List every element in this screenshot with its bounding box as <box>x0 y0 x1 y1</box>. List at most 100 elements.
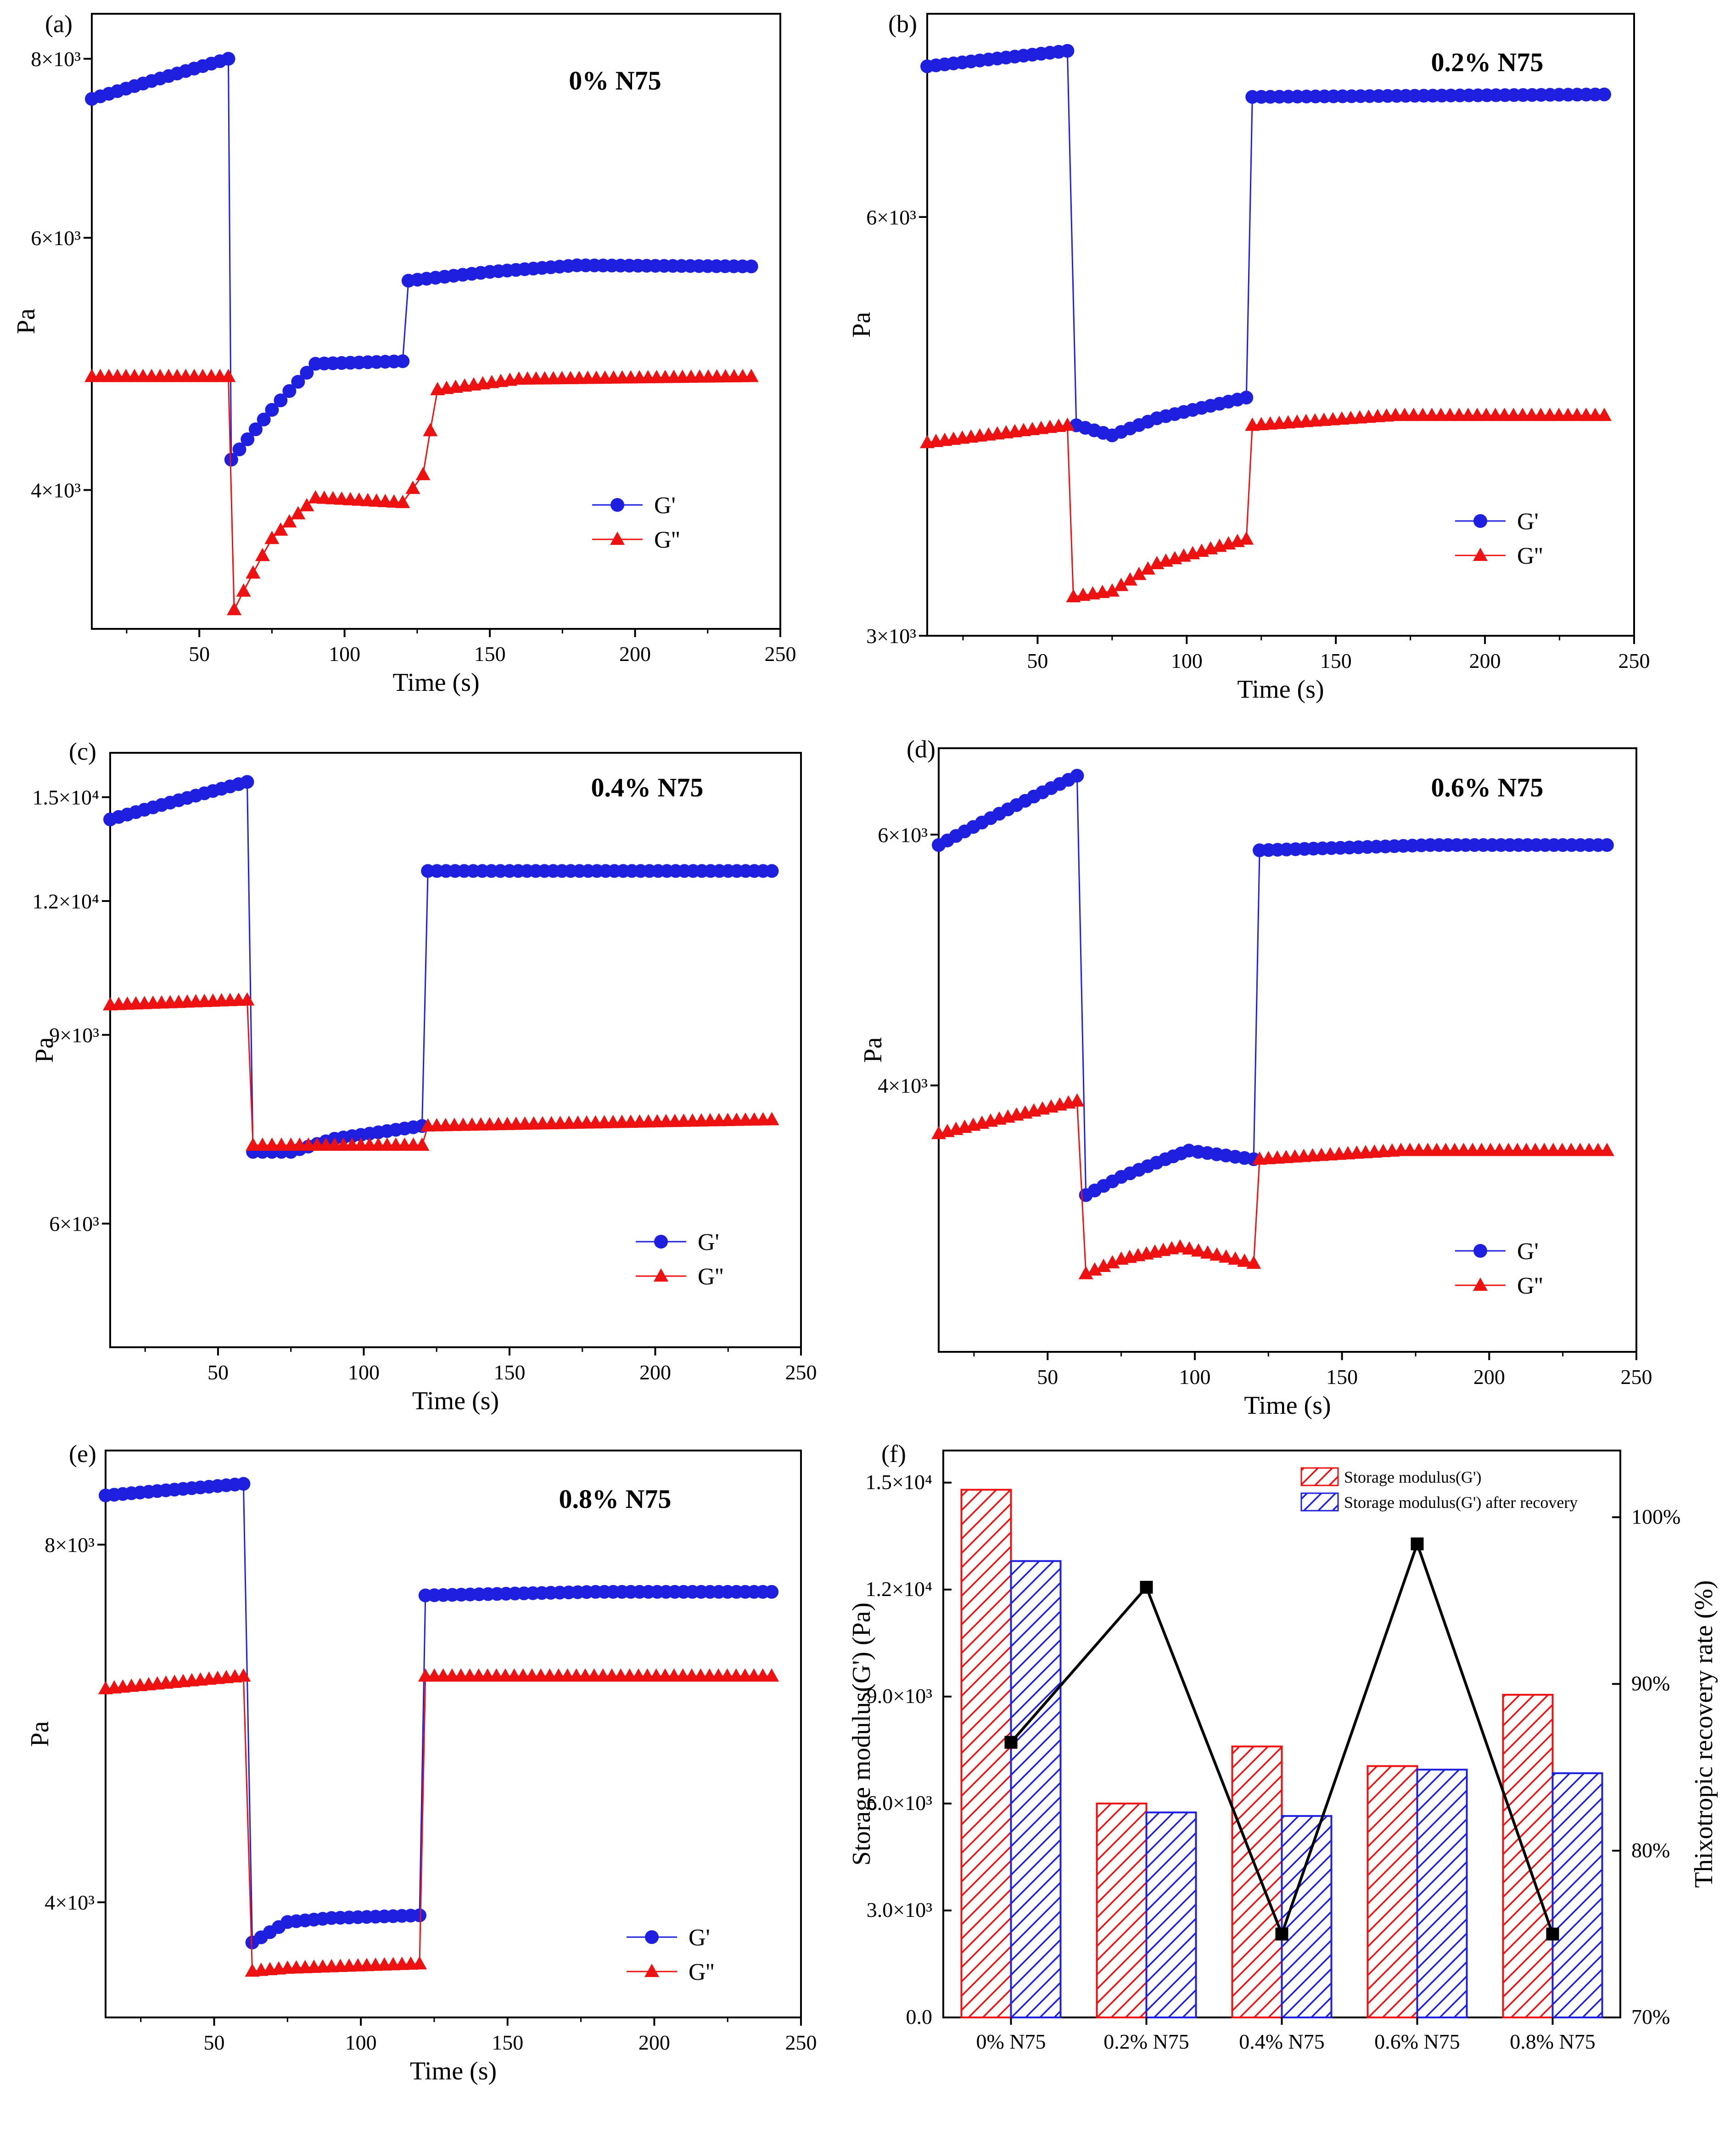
data-point <box>1131 566 1147 580</box>
series-g-double-prime <box>84 369 759 616</box>
series-g-double-prime <box>920 408 1612 603</box>
panel-label: (e) <box>69 1440 96 1468</box>
data-point <box>1060 44 1075 58</box>
panel-b: (b) 0.2% N75 50 100 150 200 250 Time (s) 3×10³ 6×… <box>847 10 1650 704</box>
x-tick-label: 200 <box>638 2031 670 2054</box>
panel-c: (c) 0.4% N75 50 100 150 200 250 Time (s) 6×10³ 9×… <box>30 738 817 1415</box>
plot-frame <box>105 1450 802 2018</box>
data-point <box>405 481 420 494</box>
legend-marker <box>610 532 625 545</box>
data-point <box>412 1956 427 1970</box>
y-axis-label: Pa <box>26 1721 54 1747</box>
series-line <box>927 50 1605 437</box>
panel-e: (e) 0.8% N75 50 100 150 200 250 Time (s) 4×10³ 8×… <box>26 1440 817 2085</box>
legend-marker <box>644 1964 659 1977</box>
legend-marker <box>1473 514 1487 528</box>
legend: G' G'' <box>627 1925 714 1985</box>
x-tick-label: 50 <box>207 1361 229 1384</box>
recovery-rate-point <box>1275 1927 1288 1941</box>
data-point <box>412 1908 426 1922</box>
y-tick-label: 6×10³ <box>31 226 81 250</box>
data-point <box>221 52 235 66</box>
data-point <box>1219 1249 1234 1263</box>
data-point <box>1114 577 1129 591</box>
x-tick-label: 150 <box>474 642 506 666</box>
panel-title: 0.2% N75 <box>1431 47 1544 77</box>
data-point <box>255 1137 270 1151</box>
recovery-rate-point <box>1140 1580 1153 1594</box>
y-axis-label: Pa <box>859 1037 887 1063</box>
x-tick-label: 200 <box>1469 649 1501 672</box>
data-point <box>1105 1255 1120 1269</box>
data-point <box>1191 1243 1206 1257</box>
data-point <box>764 1668 779 1682</box>
data-point <box>241 432 255 446</box>
x-axis-label: Time (s) <box>412 1387 499 1415</box>
data-point <box>265 403 279 417</box>
x-tick-label: 0.8% N75 <box>1510 2030 1596 2053</box>
y-tick-label: 3×10³ <box>866 624 916 648</box>
panel-title: 0.6% N75 <box>1431 773 1544 802</box>
x-axis-label: Time (s) <box>1237 675 1324 704</box>
legend: Storage modulus(G') Storage modulus(G') a… <box>1300 1467 1578 1512</box>
x-tick-label: 100 <box>345 2031 377 2054</box>
data-point <box>1140 561 1155 575</box>
x-tick-label: 200 <box>1473 1365 1505 1389</box>
legend-label: Storage modulus(G') after recovery <box>1344 1493 1578 1512</box>
y-tick-label: 1.2×10⁴ <box>866 1577 932 1601</box>
y2-tick-label: 80% <box>1631 1838 1670 1862</box>
data-point <box>221 369 236 382</box>
series-g-prime <box>103 775 779 1159</box>
x-tick-label: 100 <box>1179 1365 1210 1389</box>
plot-frame <box>91 13 781 630</box>
legend-marker <box>1473 548 1488 561</box>
bar-storage-modulus <box>1366 1765 1418 2019</box>
y-tick-label: 6.0×10³ <box>867 1791 932 1815</box>
x-tick-label: 100 <box>348 1361 380 1384</box>
series-line <box>92 375 751 610</box>
y-tick-label: 1.5×10⁴ <box>866 1470 932 1494</box>
y-tick-label: 6×10³ <box>866 206 916 229</box>
data-point <box>240 992 255 1006</box>
bar-storage-modulus-after-recovery <box>1281 1815 1333 2018</box>
y2-tick-label: 70% <box>1631 2005 1670 2028</box>
series-g-prime <box>99 1477 779 1950</box>
x-axis-label: Time (s) <box>410 2057 497 2085</box>
recovery-rate-point <box>1004 1736 1018 1749</box>
series-g-double-prime <box>98 1668 779 1977</box>
legend-label: G'' <box>1517 543 1543 569</box>
x-axis-label: Time (s) <box>1244 1391 1331 1420</box>
data-point <box>395 494 410 508</box>
data-point <box>1246 1255 1261 1269</box>
data-point <box>236 583 251 597</box>
data-point <box>1078 1266 1093 1279</box>
data-point <box>299 498 314 511</box>
data-point <box>1599 1143 1614 1156</box>
series-line <box>110 781 772 1153</box>
legend: G' G'' <box>1455 1238 1543 1299</box>
legend: G' G'' <box>592 493 680 553</box>
data-point <box>1060 417 1075 431</box>
series-line <box>91 58 751 462</box>
data-point <box>1597 408 1612 421</box>
x-tick-label: 100 <box>1171 649 1203 672</box>
bar-storage-modulus-after-recovery <box>1145 1811 1197 2019</box>
data-point <box>257 412 271 426</box>
data-point <box>1172 1239 1187 1253</box>
data-point <box>246 1137 261 1151</box>
x-tick-label: 50 <box>204 2031 225 2054</box>
legend-swatch <box>1300 1492 1339 1512</box>
series-line <box>938 774 1607 1196</box>
y-axis-label: Storage modulus(G') (Pa) <box>847 1602 876 1865</box>
data-point <box>765 864 779 878</box>
panel-label: (f) <box>881 1440 906 1468</box>
x-tick-label: 100 <box>329 642 360 666</box>
legend-marker <box>654 1235 668 1249</box>
data-point <box>248 422 263 437</box>
data-point <box>1096 1258 1111 1272</box>
plot-frame <box>926 13 1635 637</box>
y-tick-label: 6×10³ <box>49 1212 99 1236</box>
data-point <box>291 375 305 389</box>
data-point <box>236 1477 251 1491</box>
